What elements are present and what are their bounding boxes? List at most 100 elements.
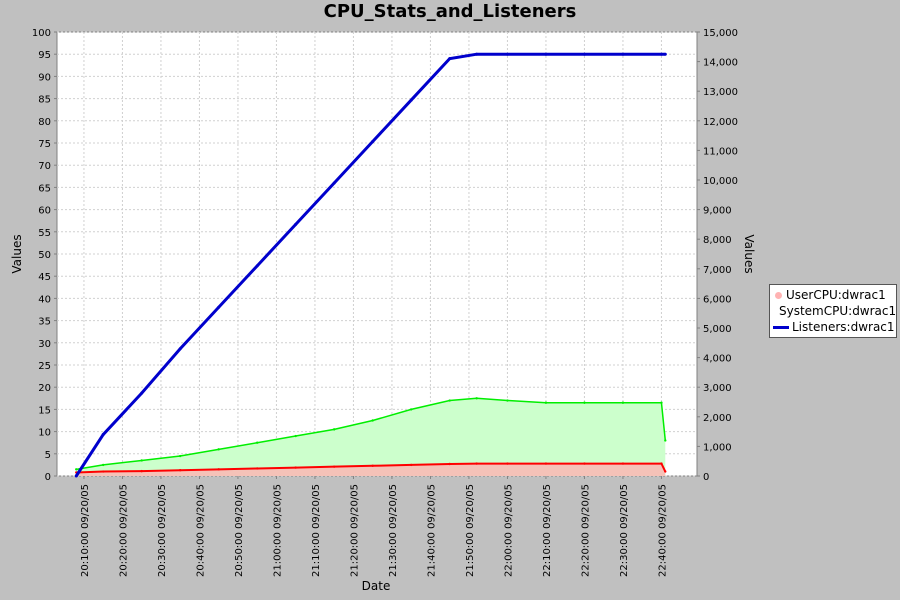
chart-title: CPU_Stats_and_Listeners	[323, 1, 577, 22]
systemcpu-point	[294, 434, 297, 438]
listeners-point	[663, 52, 667, 56]
x-tick-label: 21:10:00 09/20/05	[311, 484, 322, 577]
right-tick-label: 6,000	[703, 294, 732, 305]
usercpu-point	[333, 465, 336, 468]
left-tick-label: 15	[38, 405, 51, 416]
legend-item-listeners: Listeners:dwrac1	[773, 319, 896, 335]
right-tick-label: 0	[703, 472, 709, 483]
usercpu-point	[583, 462, 586, 465]
y-axis-label-left: Values	[10, 234, 24, 273]
y-axis-label-right: Values	[742, 234, 756, 273]
right-tick-label: 5,000	[703, 324, 732, 335]
usercpu-point	[621, 462, 625, 465]
legend-label-usercpu: UserCPU:dwrac1	[786, 288, 886, 302]
left-tick-label: 0	[45, 472, 51, 483]
left-tick-label: 35	[38, 317, 51, 328]
usercpu-point	[179, 469, 182, 472]
listeners-point	[621, 52, 625, 56]
left-tick-label: 75	[38, 139, 51, 150]
grid-lines	[57, 31, 697, 477]
right-axis-ticks: 0 1,000 2,000 3,000 4,000 5,000 6,000 7,000 8,00…	[697, 28, 738, 483]
usercpu-point	[217, 468, 220, 471]
listeners-point	[140, 391, 144, 395]
usercpu-point	[664, 470, 667, 473]
listeners-point	[371, 140, 375, 144]
left-tick-label: 100	[32, 28, 51, 39]
listeners-point	[101, 433, 105, 437]
x-tick-label: 22:40:00 09/20/05	[657, 484, 668, 577]
left-tick-label: 55	[38, 228, 51, 239]
systemcpu-line	[76, 397, 667, 471]
usercpu-line	[76, 462, 667, 474]
usercpu-point	[506, 462, 509, 465]
listeners-swatch	[773, 325, 789, 329]
systemcpu-point	[544, 401, 548, 404]
usercpu-point	[660, 462, 663, 465]
x-axis-ticks: 20:10:00 09/20/05 20:20:00 09/20/05 20:30:…	[80, 476, 668, 577]
listeners-point	[582, 52, 586, 56]
systemcpu-point	[179, 454, 182, 458]
systemcpu-point	[660, 401, 663, 404]
x-tick-label: 22:20:00 09/20/05	[580, 484, 591, 577]
right-tick-label: 9,000	[703, 206, 732, 217]
right-tick-label: 4,000	[703, 354, 732, 365]
legend: UserCPU:dwrac1 SystemCPU:dwrac1 Listener…	[769, 284, 897, 338]
x-tick-label: 21:40:00 09/20/05	[426, 484, 437, 577]
left-tick-label: 70	[38, 161, 51, 172]
right-tick-label: 11,000	[703, 146, 738, 157]
left-tick-label: 20	[38, 383, 51, 394]
left-axis-ticks: 0 5 10 15 20 25 30 35 40 45 50 55 60 65 70 75 80 85 90 95 10…	[32, 28, 57, 483]
systemcpu-point	[256, 441, 259, 444]
legend-item-usercpu: UserCPU:dwrac1	[773, 287, 896, 303]
listeners-point	[178, 347, 182, 351]
left-tick-label: 95	[38, 50, 51, 61]
listeners-point	[544, 52, 548, 56]
systemcpu-point	[583, 401, 586, 404]
systemcpu-point	[371, 419, 374, 422]
systemcpu-point	[102, 463, 105, 467]
left-tick-label: 50	[38, 250, 51, 261]
listeners-point	[475, 52, 479, 56]
systemcpu-point	[333, 428, 336, 431]
legend-label-listeners: Listeners:dwrac1	[792, 320, 895, 334]
usercpu-point	[448, 462, 451, 466]
series-layer	[74, 52, 667, 478]
usercpu-area	[76, 463, 666, 476]
listeners-line	[74, 52, 666, 477]
listeners-point	[448, 57, 452, 61]
x-tick-label: 21:50:00 09/20/05	[465, 484, 476, 577]
x-tick-label: 20:10:00 09/20/05	[80, 484, 91, 577]
right-tick-label: 13,000	[703, 87, 738, 98]
left-tick-label: 85	[38, 95, 51, 106]
systemcpu-point	[448, 399, 451, 402]
left-tick-label: 45	[38, 272, 51, 283]
right-tick-label: 2,000	[703, 413, 732, 424]
usercpu-point	[371, 464, 374, 467]
usercpu-point	[294, 466, 297, 469]
listeners-point	[74, 474, 78, 478]
systemcpu-point	[140, 459, 143, 462]
right-tick-label: 15,000	[703, 28, 738, 39]
x-axis-label: Date	[362, 579, 391, 593]
systemcpu-point	[410, 408, 413, 411]
usercpu-point	[475, 462, 478, 465]
listeners-point	[255, 264, 259, 268]
legend-label-systemcpu: SystemCPU:dwrac1	[779, 304, 897, 318]
right-tick-label: 10,000	[703, 176, 738, 187]
legend-item-systemcpu: SystemCPU:dwrac1	[773, 303, 896, 319]
listeners-point	[332, 181, 336, 185]
x-tick-label: 21:30:00 09/20/05	[388, 484, 399, 577]
listeners-point	[409, 98, 413, 102]
x-tick-label: 22:30:00 09/20/05	[619, 484, 630, 577]
left-tick-label: 40	[38, 294, 51, 305]
x-tick-label: 20:30:00 09/20/05	[157, 484, 168, 577]
right-tick-label: 8,000	[703, 235, 732, 246]
x-tick-label: 21:20:00 09/20/05	[349, 484, 360, 577]
left-tick-label: 80	[38, 117, 51, 128]
systemcpu-point	[621, 401, 625, 404]
usercpu-swatch	[775, 291, 782, 299]
x-tick-label: 20:50:00 09/20/05	[234, 484, 245, 577]
systemcpu-point	[475, 397, 478, 400]
left-tick-label: 65	[38, 183, 51, 194]
